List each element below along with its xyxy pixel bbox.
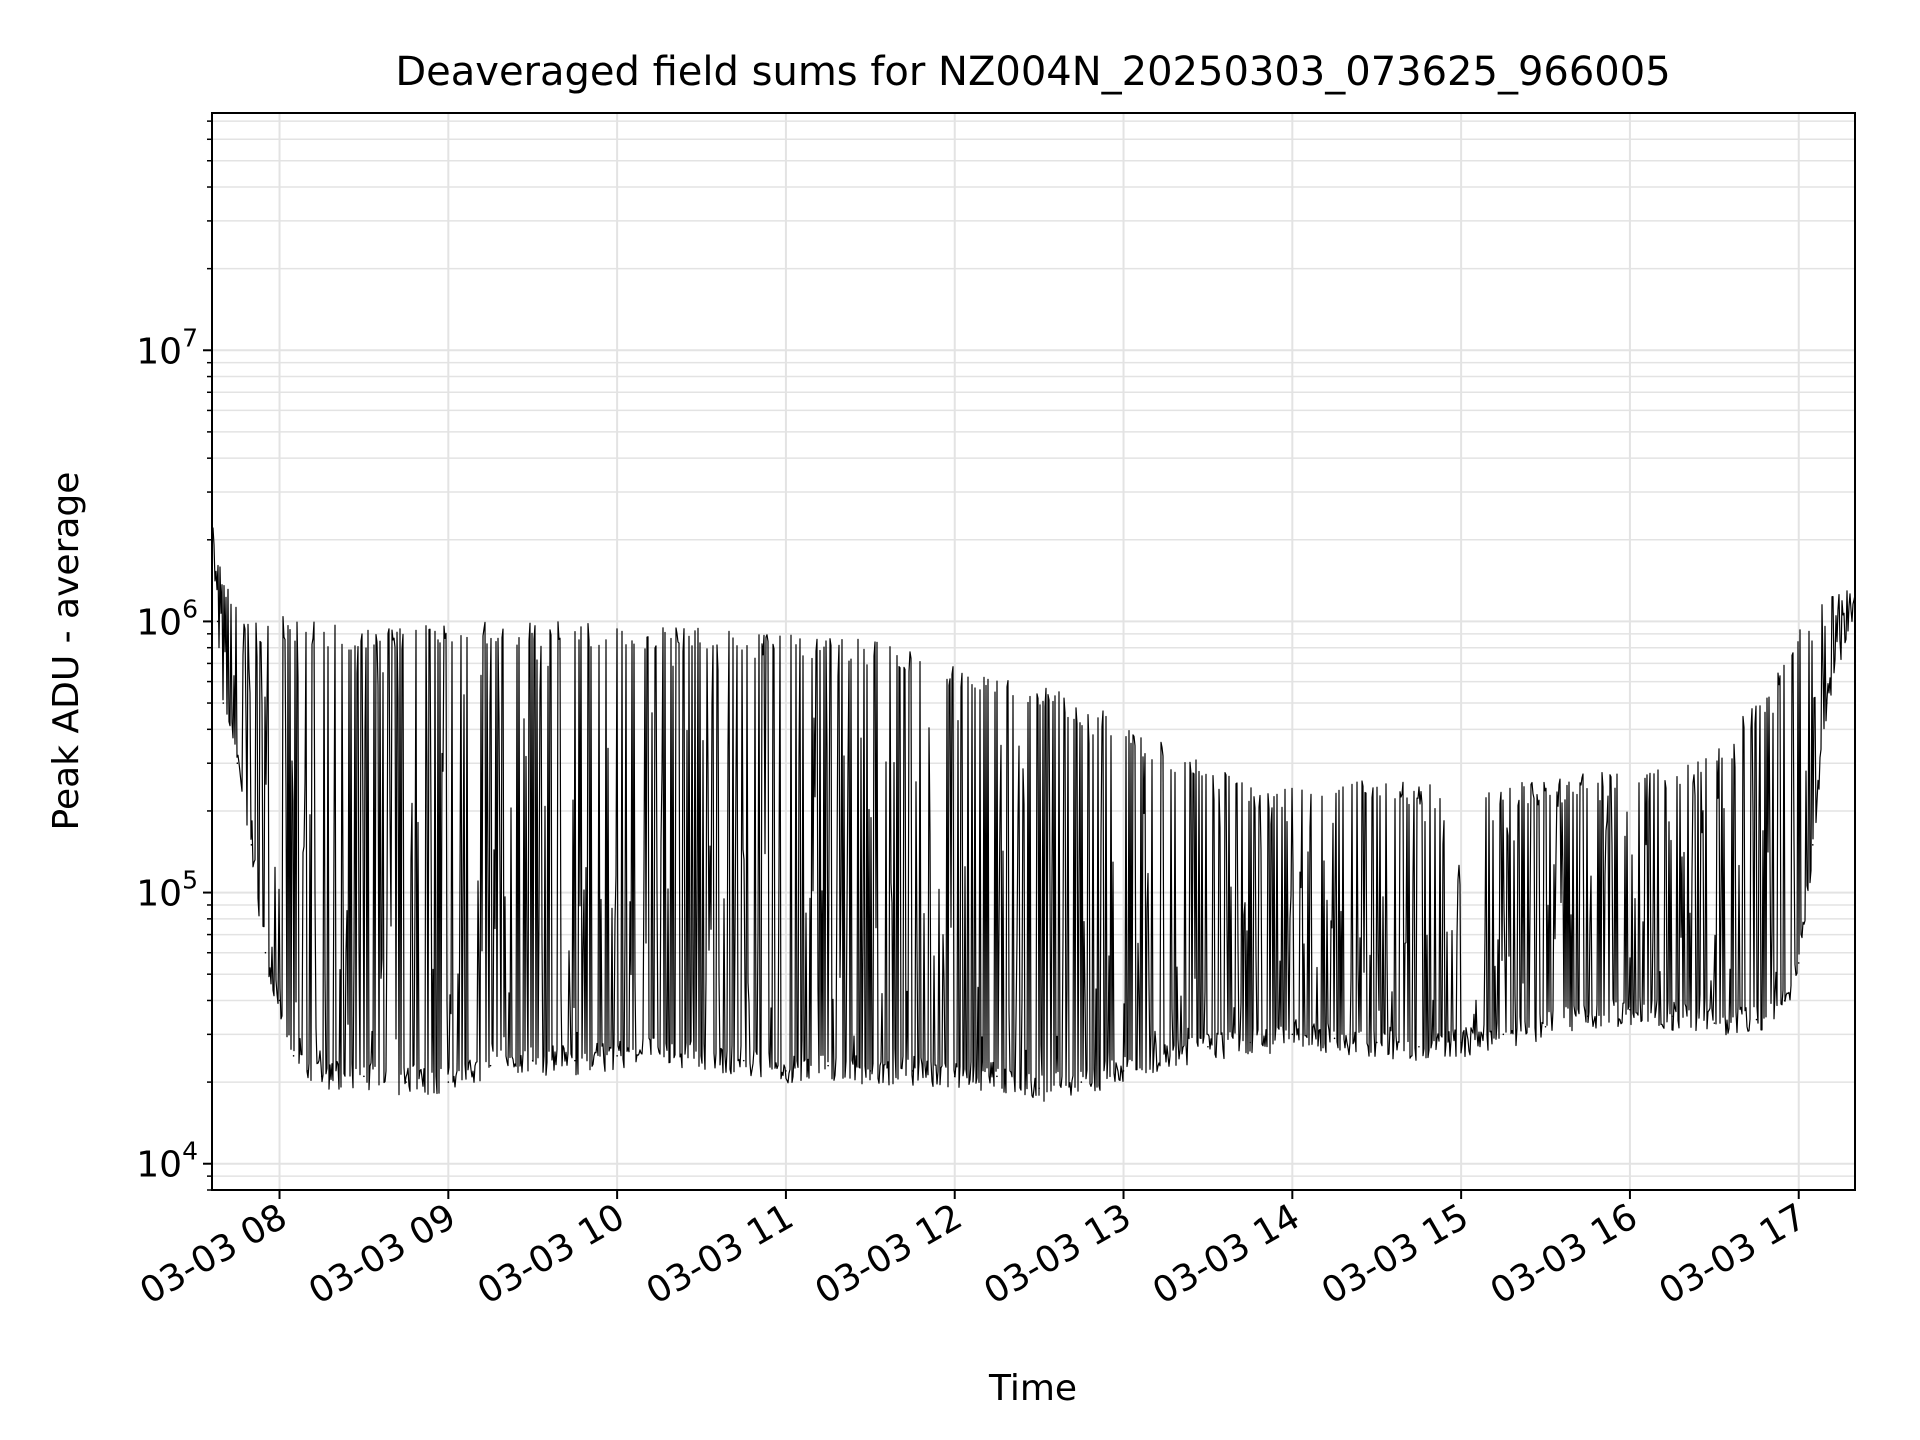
data-point: [1713, 1022, 1716, 1024]
data-point: [1164, 1055, 1167, 1057]
data-point: [405, 1081, 407, 1083]
data-point: [222, 702, 225, 704]
data-point: [1544, 1025, 1547, 1028]
data-point: [236, 762, 239, 765]
data-point: [1629, 1008, 1631, 1011]
data-point: [953, 1075, 956, 1078]
y-tick-label-base: 10: [136, 602, 182, 643]
x-axis-label: Time: [988, 1368, 1077, 1409]
y-tick-label-base: 10: [136, 331, 182, 372]
data-point: [785, 1070, 787, 1072]
data-point: [531, 1059, 534, 1062]
data-point: [574, 1059, 576, 1062]
data-point: [1291, 1033, 1294, 1036]
y-tick-label-exponent: 6: [182, 594, 198, 623]
data-point: [1502, 1033, 1505, 1036]
data-point: [869, 1070, 872, 1072]
series-group: [211, 517, 1856, 1102]
data-point: [1122, 1070, 1125, 1072]
data-line: [211, 527, 1856, 1102]
data-point: [1375, 1041, 1378, 1044]
data-point: [264, 951, 267, 954]
data-point: [1586, 1015, 1589, 1017]
data-point: [278, 999, 281, 1002]
data-point: [489, 1064, 492, 1067]
data-point: [996, 1075, 998, 1078]
y-tick-label: 105: [136, 866, 198, 915]
data-point: [1783, 999, 1786, 1002]
plot-frame: [211, 112, 1856, 1191]
y-tick-label-base: 10: [136, 1145, 182, 1186]
y-tick-label: 106: [136, 594, 198, 643]
data-point: [616, 1055, 618, 1057]
data-point: [1797, 962, 1800, 964]
data-point: [447, 1081, 450, 1083]
data-point: [1418, 1045, 1420, 1048]
y-tick-label-exponent: 5: [182, 866, 198, 895]
data-point: [1826, 702, 1828, 704]
data-point: [250, 844, 253, 846]
y-tick-label-base: 10: [136, 874, 182, 915]
data-point: [1755, 1018, 1758, 1021]
data-point: [658, 1050, 661, 1053]
data-point: [911, 1070, 914, 1072]
y-tick-label-exponent: 7: [182, 323, 198, 352]
y-axis-label: Peak ADU - average: [46, 472, 87, 831]
data-point: [1333, 1037, 1336, 1040]
data-point: [1460, 1041, 1462, 1044]
data-point: [320, 1075, 323, 1078]
data-point: [363, 1075, 365, 1078]
data-point: [1840, 646, 1842, 649]
data-point: [306, 1070, 309, 1072]
data-point: [1249, 1041, 1251, 1044]
y-tick-label: 104: [136, 1137, 198, 1186]
y-tick-label: 107: [136, 323, 198, 372]
data-point: [1671, 1015, 1673, 1017]
data-point: [700, 1055, 703, 1057]
data-point: [1207, 1045, 1209, 1048]
data-point: [1038, 1087, 1040, 1089]
data-point: [742, 1059, 745, 1062]
data-point: [827, 1064, 829, 1067]
data-point: [292, 1055, 295, 1057]
chart-title: Deaveraged field sums for NZ004N_2025030…: [395, 49, 1670, 95]
y-tick-label-exponent: 4: [182, 1137, 198, 1166]
data-point: [1811, 844, 1814, 846]
data-point: [1080, 1081, 1083, 1083]
data-point: [216, 620, 219, 623]
